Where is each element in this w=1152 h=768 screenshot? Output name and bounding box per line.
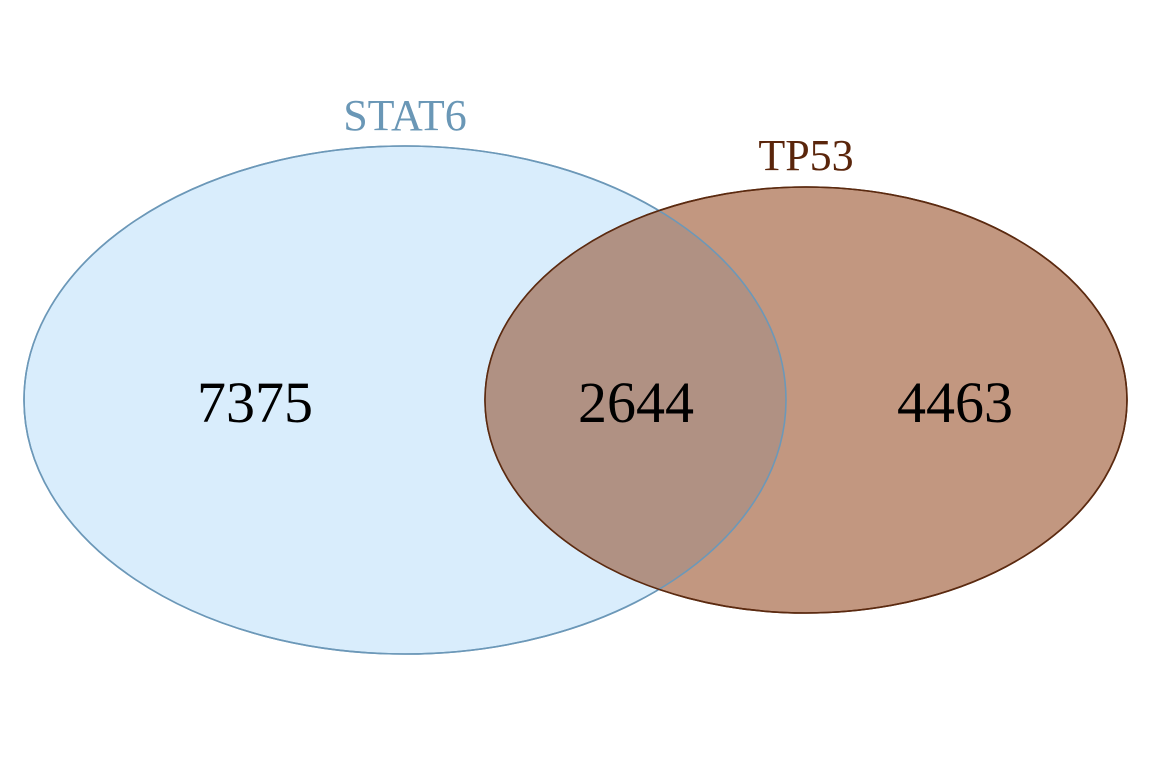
set-b-outline	[484, 186, 1128, 614]
set-a-outline	[23, 145, 787, 655]
count-a-only: 7375	[197, 370, 313, 435]
overlap-region	[485, 187, 786, 613]
set-a-label: STAT6	[343, 91, 467, 140]
count-b-only: 4463	[897, 370, 1013, 435]
set-b-label: TP53	[758, 131, 853, 180]
count-overlap: 2644	[578, 370, 694, 435]
